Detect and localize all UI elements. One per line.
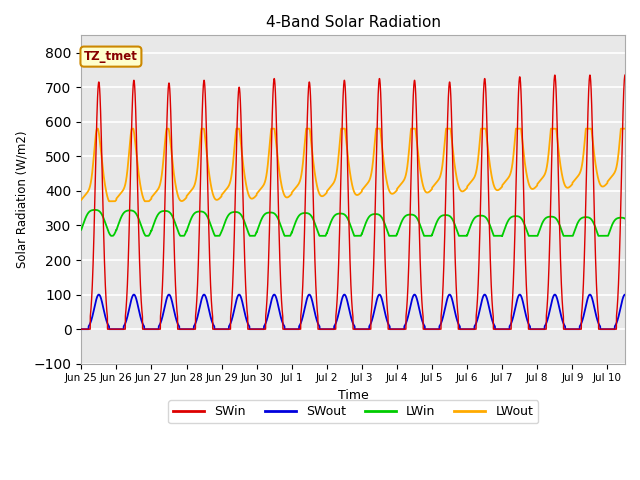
Legend: SWin, SWout, LWin, LWout: SWin, SWout, LWin, LWout <box>168 400 538 423</box>
Text: TZ_tmet: TZ_tmet <box>84 50 138 63</box>
X-axis label: Time: Time <box>338 389 369 402</box>
Title: 4-Band Solar Radiation: 4-Band Solar Radiation <box>266 15 440 30</box>
Y-axis label: Solar Radiation (W/m2): Solar Radiation (W/m2) <box>15 131 28 268</box>
